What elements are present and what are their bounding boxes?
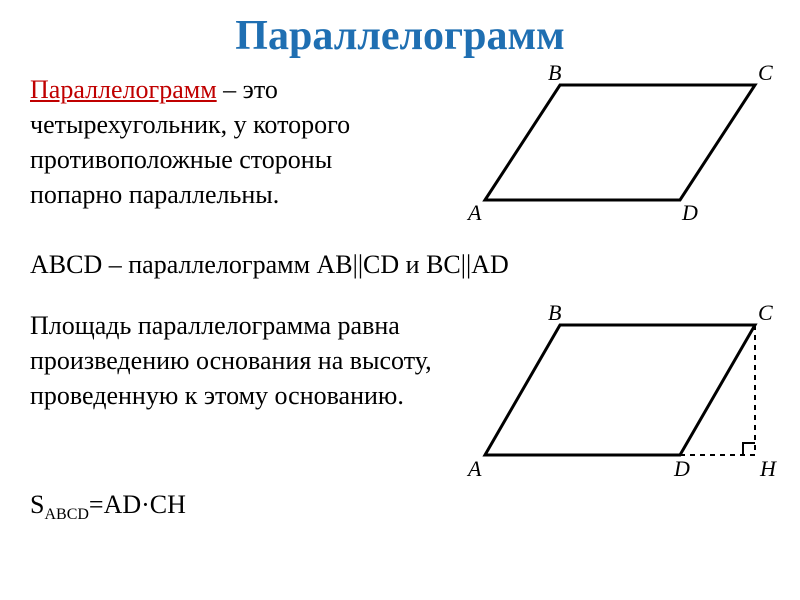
area-paragraph: Площадь параллелограмма равна произведен… [30, 308, 460, 413]
svg-text:D: D [681, 200, 698, 225]
svg-text:D: D [673, 456, 690, 481]
svg-text:H: H [759, 456, 777, 481]
term-word: Параллелограмм [30, 75, 217, 104]
area-formula: SABCD=AD·CH [30, 490, 186, 524]
parallelogram-figure-2: A B C D H [460, 300, 790, 490]
formula-prefix: S [30, 490, 44, 519]
svg-text:A: A [466, 456, 482, 481]
svg-text:B: B [548, 60, 561, 85]
formula-rest: =AD·CH [89, 490, 186, 519]
svg-text:A: A [466, 200, 482, 225]
definition-paragraph: Параллелограмм – это четырехугольник, у … [30, 72, 430, 212]
formula-subscript: ABCD [44, 506, 88, 523]
svg-text:C: C [758, 300, 773, 325]
notation-line: ABCD – параллелограмм AB||CD и BC||AD [30, 250, 509, 280]
svg-text:C: C [758, 60, 773, 85]
page-title: Параллелограмм [0, 0, 800, 68]
svg-text:B: B [548, 300, 561, 325]
parallelogram-figure-1: A B C D [460, 60, 780, 230]
